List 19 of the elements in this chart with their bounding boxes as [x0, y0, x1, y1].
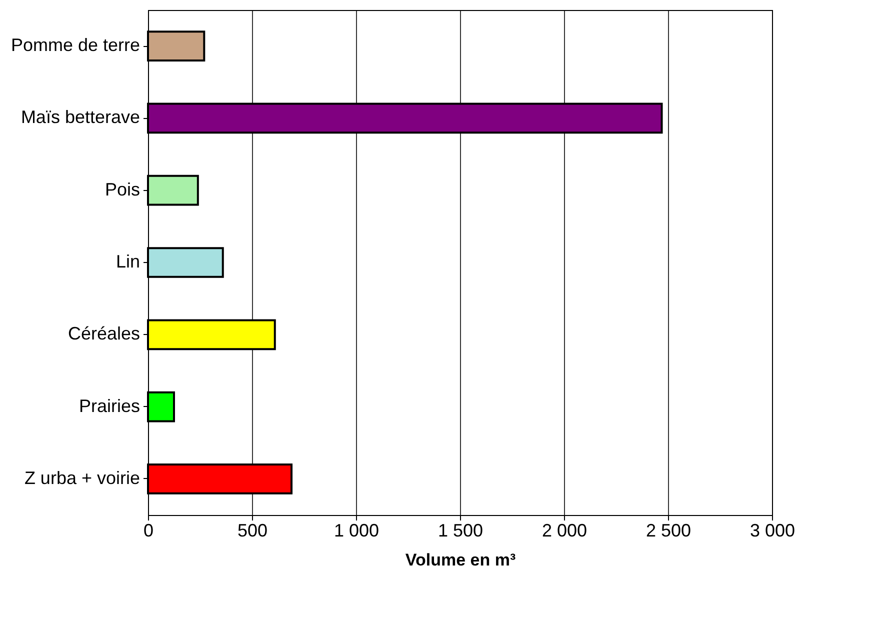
x-tick-label: 500 [237, 520, 268, 540]
bar [147, 391, 175, 422]
x-tick-label: 2 500 [646, 520, 692, 540]
x-tick-label: 1 500 [438, 520, 484, 540]
bar [147, 247, 224, 278]
x-axis-title: Volume en m³ [405, 550, 516, 570]
y-tick-label: Pois [104, 179, 140, 200]
y-tick-label: Z urba + voirie [24, 468, 140, 488]
x-tick-label: 3 000 [750, 520, 796, 540]
y-tick-label: Maïs betterave [20, 107, 140, 128]
x-tick-label: 0 [143, 520, 154, 540]
x-tick-label: 1 000 [334, 520, 380, 540]
y-tick-label: Lin [116, 252, 140, 272]
y-tick-label: Céréales [68, 324, 140, 344]
y-tick-label: Prairies [78, 396, 140, 416]
x-tick-label: 2 000 [542, 520, 588, 540]
bar [147, 174, 199, 206]
y-tick-label: Pomme de terre [10, 35, 140, 56]
bar [147, 30, 206, 62]
